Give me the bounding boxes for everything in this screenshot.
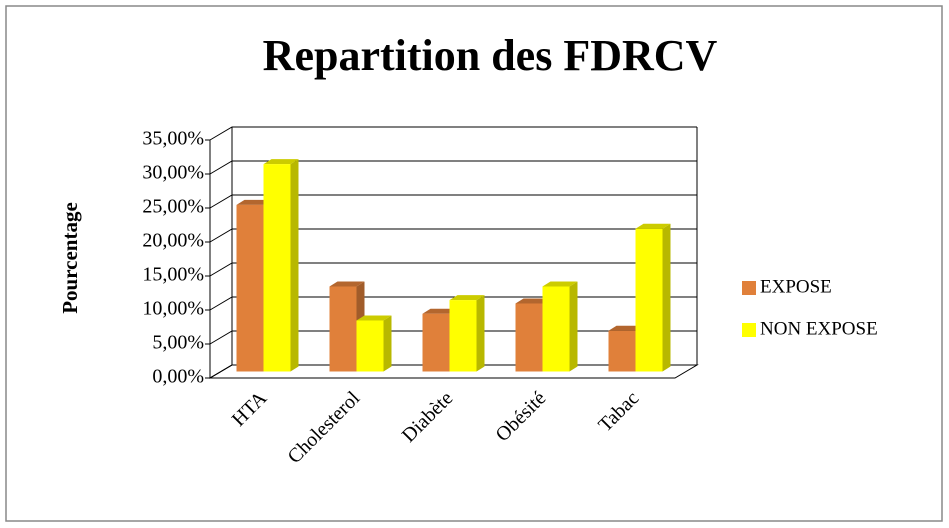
bar (236, 204, 264, 372)
grid-line (209, 126, 697, 141)
bar-top (263, 159, 299, 165)
bar-top (329, 281, 365, 287)
y-tick-label: 10,00% (142, 298, 204, 320)
y-tick-label: 15,00% (142, 264, 204, 286)
bar-top (422, 308, 458, 314)
bar-top (515, 298, 551, 304)
grid-line (209, 228, 697, 243)
bar-top (449, 295, 485, 301)
legend-label: EXPOSE (760, 276, 832, 297)
y-tick-label: 5,00% (152, 332, 204, 354)
bar (515, 303, 543, 372)
bar-top (542, 281, 578, 287)
y-axis-label: Pourcentage (58, 202, 82, 314)
grid-line (209, 262, 697, 277)
grid-line (209, 194, 697, 209)
y-tick-label: 0,00% (152, 366, 204, 388)
legend-swatch (742, 323, 756, 337)
bar-side (569, 281, 578, 372)
bar-side (662, 223, 671, 372)
chart-title: Repartition des FDRCV (263, 31, 718, 80)
y-tick-label: 20,00% (142, 230, 204, 252)
bar (542, 286, 570, 372)
grid-line (209, 160, 697, 175)
bar (422, 313, 450, 372)
y-tick-label: 25,00% (142, 196, 204, 218)
bar-side (383, 315, 392, 372)
bar (608, 330, 636, 372)
bar (635, 228, 663, 372)
bar-top (635, 223, 671, 229)
y-tick-label: 35,00% (142, 128, 204, 150)
bar-side (290, 159, 299, 372)
bar (263, 164, 291, 372)
bar-top (236, 199, 272, 205)
bar-side (476, 295, 485, 372)
legend-label: NON EXPOSE (760, 318, 878, 339)
legend-swatch (742, 281, 756, 295)
bar (329, 286, 357, 372)
bar (449, 300, 477, 372)
grid-line (209, 296, 697, 311)
bar-top (608, 325, 644, 331)
bar (356, 320, 384, 372)
y-tick-label: 30,00% (142, 162, 204, 184)
bar-top (356, 315, 392, 321)
